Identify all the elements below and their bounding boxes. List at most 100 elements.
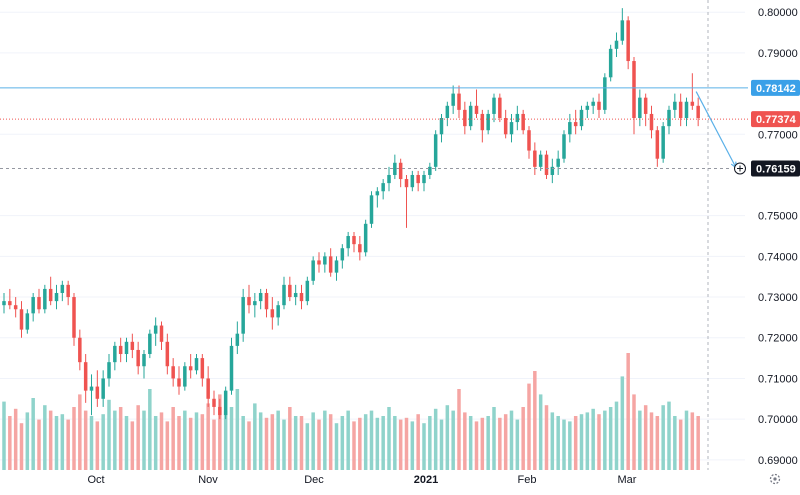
volume-bar: [364, 414, 368, 470]
candle-body: [96, 387, 100, 399]
volume-bar: [527, 384, 531, 470]
volume-bar: [247, 421, 251, 470]
candle: [125, 338, 129, 362]
candle-body: [236, 334, 240, 346]
candle: [271, 297, 275, 330]
candle: [31, 293, 34, 321]
candle: [428, 163, 432, 179]
candle: [20, 301, 24, 338]
candle-body: [259, 293, 263, 301]
candle-body: [469, 106, 473, 126]
candle-body: [113, 346, 117, 362]
volume-bar: [399, 420, 403, 470]
volume-bar: [533, 371, 537, 470]
volume-bar: [282, 420, 286, 470]
candle-body: [341, 248, 345, 260]
candle-body: [346, 236, 350, 248]
candle-body: [107, 362, 111, 378]
candle: [329, 248, 333, 276]
candle: [346, 232, 350, 256]
candle: [399, 159, 403, 187]
volume-bar: [101, 414, 105, 470]
add-alert-icon[interactable]: [735, 163, 746, 174]
candle: [352, 232, 356, 252]
candle: [591, 98, 595, 114]
candle-body: [492, 98, 496, 114]
candle: [486, 110, 490, 134]
candle: [311, 256, 315, 284]
candle: [177, 366, 181, 394]
projection-arrow[interactable]: [696, 92, 736, 168]
volume-bar: [562, 420, 566, 470]
volume-bar: [55, 416, 59, 470]
candle: [574, 110, 578, 134]
volume-bar: [568, 421, 572, 470]
settings-icon[interactable]: [771, 475, 780, 484]
candle: [434, 130, 438, 171]
candle-body: [685, 102, 689, 118]
candle-body: [632, 61, 636, 118]
candle: [84, 354, 88, 403]
volume-bar: [597, 414, 601, 470]
candle-body: [399, 163, 403, 179]
candle-body: [591, 102, 595, 106]
candle: [492, 94, 496, 122]
candle: [212, 391, 216, 415]
candle-body: [61, 285, 64, 293]
candle: [481, 110, 485, 143]
y-tick-label: 0.79000: [758, 48, 798, 60]
y-tick-label: 0.73000: [758, 292, 798, 304]
volume-bar: [691, 412, 695, 470]
volume-bar: [253, 403, 256, 470]
volume-bar: [323, 411, 327, 470]
x-tick-label: 2021: [414, 474, 438, 486]
volume-bar: [212, 420, 216, 470]
candle: [2, 293, 6, 313]
candle-body: [148, 334, 152, 354]
candle-body: [440, 118, 444, 134]
candle: [335, 256, 339, 280]
horizontal-lines[interactable]: [0, 88, 748, 169]
candle: [597, 94, 601, 118]
candle: [49, 277, 53, 305]
volume-bar: [171, 407, 175, 470]
candle-body: [545, 155, 549, 175]
candle: [206, 366, 210, 407]
candle-body: [160, 326, 164, 342]
candle: [247, 285, 251, 313]
candle-body: [125, 342, 129, 354]
candle: [61, 281, 64, 301]
y-tick-label: 0.70000: [758, 414, 798, 426]
candle-body: [14, 305, 18, 309]
candle: [136, 342, 140, 375]
volume-bar: [125, 416, 129, 470]
volume-bar: [148, 389, 152, 470]
volume-bar: [26, 412, 30, 470]
candle: [667, 106, 671, 134]
volume-bar: [574, 416, 578, 470]
candle-body: [195, 358, 199, 370]
volume-bar: [72, 407, 76, 470]
candle: [562, 130, 566, 163]
volume-bar: [329, 414, 333, 470]
volume-bar: [463, 412, 467, 470]
volume-bar: [14, 409, 18, 470]
candle: [498, 94, 502, 122]
candle-body: [486, 114, 490, 130]
candle: [603, 73, 607, 114]
volume-bar: [661, 405, 665, 470]
candle: [300, 285, 304, 309]
candle-body: [300, 293, 304, 301]
volume-bar: [609, 407, 613, 470]
y-tick-label: 0.69000: [758, 455, 798, 467]
volume-bar: [696, 416, 700, 470]
resistance-price-tag-label: 0.78142: [756, 83, 796, 95]
candle-body: [626, 20, 630, 61]
candle-body: [84, 362, 88, 390]
volume-bar: [177, 416, 181, 470]
candle-body: [177, 378, 181, 386]
candle-body: [66, 285, 70, 297]
